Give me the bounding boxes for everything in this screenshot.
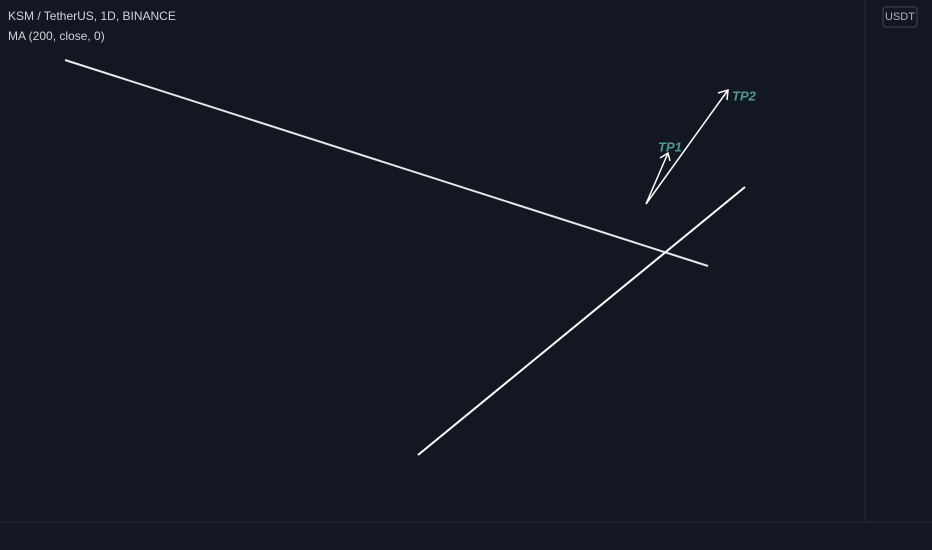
- currency-button[interactable]: [882, 6, 918, 28]
- trend-line: [64, 59, 709, 267]
- arrow: [645, 151, 671, 205]
- symbol-title: KSM / TetherUS, 1D, BINANCE: [8, 9, 176, 23]
- price-axis: [865, 0, 932, 550]
- overlays: TP1 TP2: [64, 59, 757, 456]
- tp-label: TP1: [658, 139, 682, 154]
- currency-label: USDT: [885, 11, 915, 23]
- tp-label: TP2: [732, 88, 757, 103]
- trend-line: [417, 186, 746, 456]
- indicator-label: MA (200, close, 0): [8, 29, 105, 43]
- arrow: [645, 88, 729, 205]
